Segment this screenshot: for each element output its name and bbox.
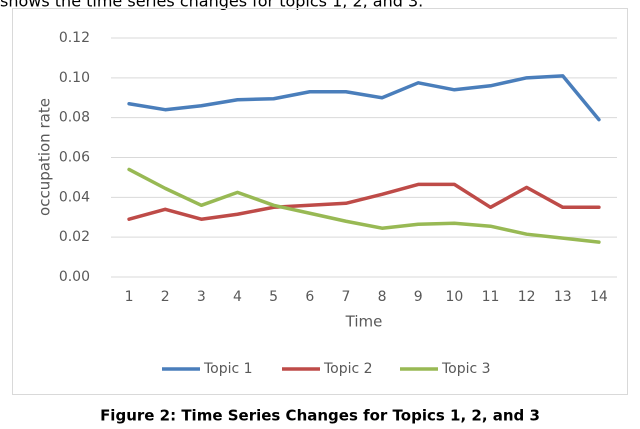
series-line [127,182,601,221]
x-axis-label: Time [345,313,383,331]
y-tick-label: 0.04 [59,189,90,205]
x-tick-label: 3 [197,289,206,305]
x-tick-label: 9 [414,289,423,305]
x-tick-label: 1 [125,289,134,305]
chart-frame [12,8,628,395]
x-tick-label: 6 [305,289,314,305]
y-tick-label: 0.12 [59,30,90,46]
x-tick-label: 7 [341,289,350,305]
series-line [127,167,601,244]
y-tick-label: 0.08 [59,110,90,126]
series-line [127,74,601,122]
y-tick-label: 0.00 [59,269,90,285]
x-tick-label: 13 [554,289,572,305]
y-axis-label: occupation rate [36,98,54,216]
x-tick-label: 11 [482,289,500,305]
legend-label: Topic 1 [203,361,253,377]
caption: Figure 2: Time Series Changes for Topics… [100,407,540,425]
x-tick-label: 10 [445,289,463,305]
x-tick-label: 12 [518,289,536,305]
y-tick-label: 0.02 [59,229,90,245]
x-tick-label: 4 [233,289,242,305]
x-tick-label: 8 [378,289,387,305]
preceding-text: shows the time series changes for topics… [0,0,423,11]
x-tick-label: 14 [590,289,608,305]
y-tick-label: 0.06 [59,150,90,166]
legend-label: Topic 2 [323,361,373,377]
x-tick-label: 2 [161,289,170,305]
legend-label: Topic 3 [441,361,491,377]
x-tick-label: 5 [269,289,278,305]
y-tick-label: 0.10 [59,70,90,86]
